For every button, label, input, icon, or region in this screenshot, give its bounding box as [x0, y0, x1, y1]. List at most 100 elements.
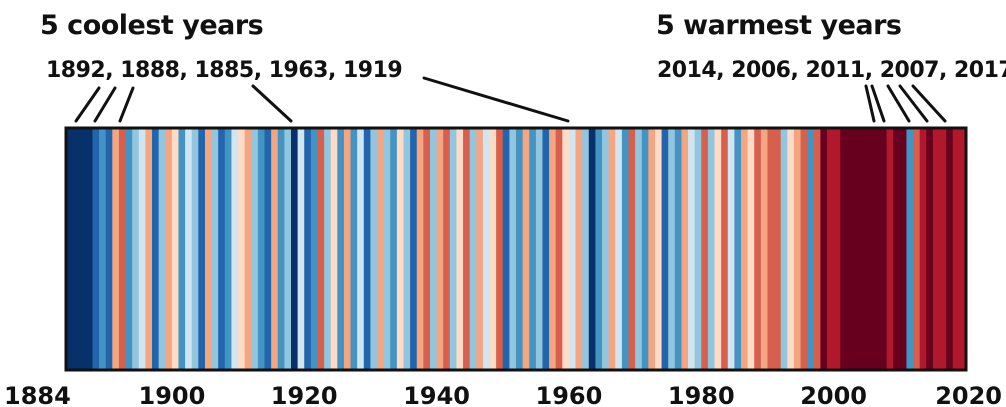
stripe-1963	[588, 128, 597, 370]
stripe-1918	[291, 128, 299, 370]
stripe-1922	[317, 128, 325, 370]
stripe-2011	[906, 128, 914, 370]
stripe-2000	[833, 128, 841, 370]
stripe-1900	[171, 128, 180, 370]
stripe-2017	[946, 128, 954, 370]
stripe-2006	[873, 128, 881, 370]
stripe-1937	[416, 128, 424, 370]
stripe-2019	[959, 128, 967, 370]
leader-line	[864, 84, 876, 123]
stripe-1983	[721, 128, 729, 370]
stripe-1990	[767, 128, 775, 370]
stripe-1962	[582, 128, 590, 370]
stripe-1885	[72, 128, 80, 370]
stripe-1906	[211, 128, 219, 370]
stripe-2010	[899, 128, 908, 370]
stripe-1923	[324, 128, 332, 370]
stripe-1901	[178, 128, 186, 370]
stripe-1945	[469, 128, 477, 370]
stripe-2014	[926, 128, 934, 370]
stripe-1903	[191, 128, 199, 370]
stripe-1935	[403, 128, 411, 370]
stripe-1933	[390, 128, 398, 370]
stripe-1951	[509, 128, 517, 370]
stripe-1929	[363, 128, 372, 370]
stripe-2004	[860, 128, 868, 370]
leader-line	[422, 76, 570, 123]
stripe-1989	[760, 128, 769, 370]
stripe-1958	[555, 128, 563, 370]
stripe-1921	[310, 128, 319, 370]
stripe-2001	[840, 128, 848, 370]
stripe-1994	[793, 128, 802, 370]
stripe-1925	[337, 128, 345, 370]
stripe-2005	[866, 128, 874, 370]
stripe-1936	[410, 128, 418, 370]
stripe-1896	[145, 128, 153, 370]
stripe-1959	[562, 128, 570, 370]
stripe-2002	[846, 128, 855, 370]
stripe-2012	[913, 128, 921, 370]
stripe-1939	[429, 128, 438, 370]
stripe-1964	[595, 128, 603, 370]
stripe-1955	[535, 128, 544, 370]
stripe-1956	[542, 128, 550, 370]
stripe-2008	[886, 128, 894, 370]
stripe-1995	[800, 128, 808, 370]
stripe-1948	[489, 128, 497, 370]
stripe-1947	[482, 128, 491, 370]
stripe-1966	[608, 128, 616, 370]
stripe-1908	[224, 128, 233, 370]
stripe-1898	[158, 128, 166, 370]
stripe-1941	[443, 128, 451, 370]
stripe-1886	[79, 128, 87, 370]
stripe-1930	[370, 128, 378, 370]
stripe-1969	[628, 128, 636, 370]
stripe-1993	[787, 128, 795, 370]
stripe-1965	[602, 128, 610, 370]
leader-lines	[74, 76, 947, 123]
x-tick-label: 1900	[139, 382, 206, 407]
stripe-1924	[330, 128, 338, 370]
stripe-1980	[701, 128, 709, 370]
stripe-2003	[853, 128, 861, 370]
stripe-1997	[813, 128, 822, 370]
x-tick-label: 2000	[800, 382, 867, 407]
stripe-1905	[204, 128, 213, 370]
stripe-1950	[502, 128, 510, 370]
leader-line	[911, 84, 947, 123]
x-axis-ticks: 1884 1900 1920 1940 1960 1980 2000 2020	[4, 382, 1002, 407]
stripe-1961	[575, 128, 583, 370]
stripe-1890	[105, 128, 113, 370]
x-tick-label: 1980	[668, 382, 735, 407]
stripe-1957	[549, 128, 557, 370]
stripe-1914	[264, 128, 272, 370]
stripe-1912	[251, 128, 259, 370]
stripe-1895	[138, 128, 147, 370]
leader-line	[886, 84, 911, 123]
stripe-1982	[714, 128, 722, 370]
stripe-1960	[568, 128, 577, 370]
stripe-2009	[893, 128, 901, 370]
stripe-1973	[654, 128, 663, 370]
stripe-1942	[449, 128, 458, 370]
stripe-1902	[185, 128, 193, 370]
stripe-1884	[66, 128, 74, 370]
stripe-1968	[621, 128, 630, 370]
stripe-1915	[271, 128, 279, 370]
x-tick-label: 2020	[935, 382, 1002, 407]
stripe-1970	[635, 128, 643, 370]
stripe-1988	[754, 128, 762, 370]
stripe-1897	[152, 128, 160, 370]
stripe-1999	[827, 128, 835, 370]
stripe-2015	[932, 128, 941, 370]
stripe-1887	[85, 128, 94, 370]
leader-line	[74, 86, 101, 123]
stripe-1938	[423, 128, 431, 370]
stripe-1920	[304, 128, 312, 370]
stripe-1910	[238, 128, 246, 370]
stripe-1943	[456, 128, 464, 370]
stripe-1949	[496, 128, 504, 370]
stripe-1919	[297, 128, 305, 370]
